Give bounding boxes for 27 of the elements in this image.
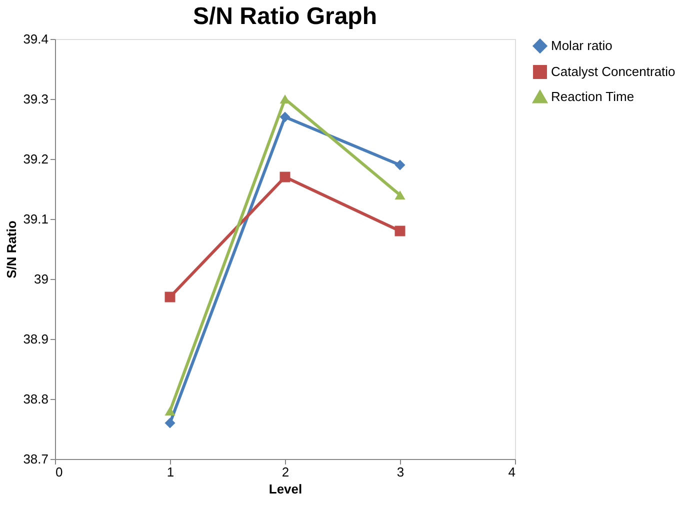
y-tick-label: 38.7 [23, 452, 48, 466]
x-tick-label: 3 [396, 464, 404, 480]
y-tick-label: 38.9 [23, 332, 48, 346]
point [394, 226, 406, 236]
x-tick-label: 0 [56, 464, 63, 480]
legend-label: Catalyst Concentratio [551, 64, 676, 79]
x-tick-label: 1 [166, 464, 174, 480]
point [394, 160, 406, 170]
y-axis-title: S/N Ratio [4, 220, 20, 278]
x-axis-title: Level [268, 482, 302, 496]
y-tick-label: 39.1 [23, 212, 48, 226]
point [164, 292, 176, 302]
y-tick-label: 38.8 [23, 392, 48, 406]
chart-title: S/N Ratio Graph [192, 3, 378, 30]
x-tick-label: 2 [282, 464, 290, 480]
x-tick-label: 4 [508, 464, 516, 480]
y-tick-label: 39.3 [23, 92, 48, 106]
point [394, 190, 406, 200]
point [164, 418, 176, 428]
y-tick-label: 39 [34, 272, 48, 286]
point [280, 172, 290, 182]
legend-label: Molar ratio [551, 38, 612, 53]
y-tick-label: 39.4 [23, 32, 48, 46]
legend-label: Reaction Time [551, 89, 634, 104]
point [164, 406, 176, 416]
point [280, 112, 290, 122]
y-tick-label: 39.2 [23, 152, 48, 166]
